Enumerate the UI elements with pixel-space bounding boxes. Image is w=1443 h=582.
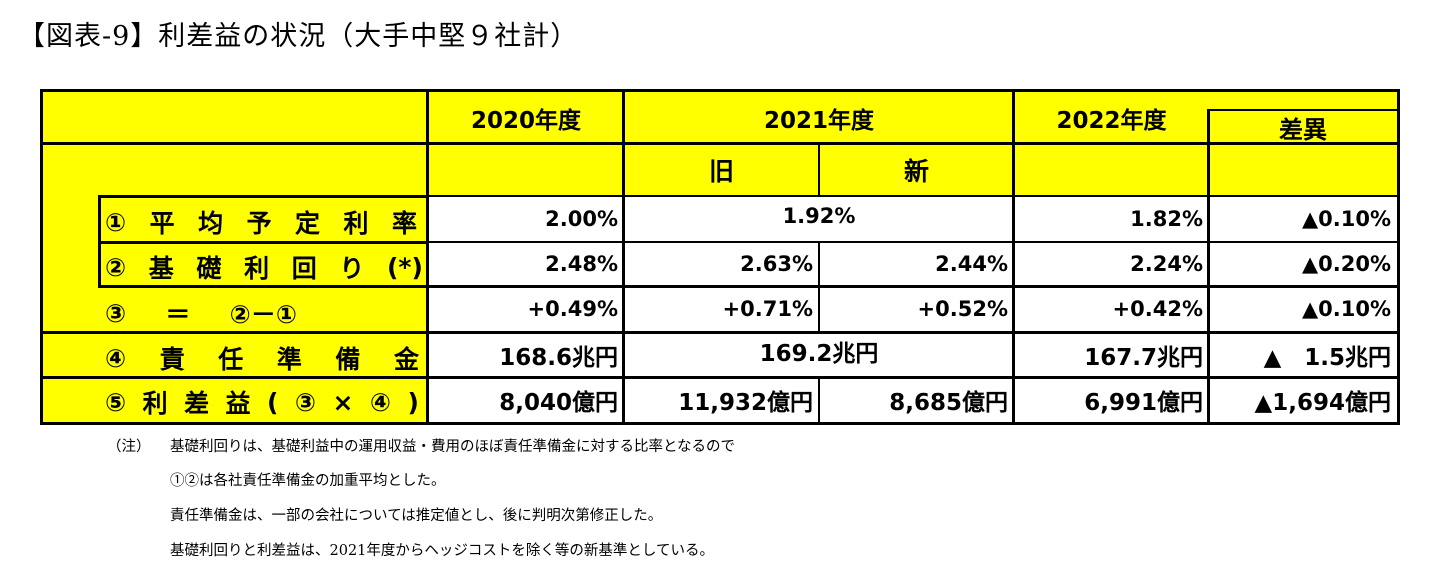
r3-2021-old: +0.71% [722, 297, 813, 321]
r2-diff: ▲0.20% [1301, 252, 1391, 276]
r2-2021-old: 2.63% [740, 252, 813, 276]
r5-2022: 6,991億円 [1084, 389, 1203, 416]
r4-2022: 167.7兆円 [1084, 344, 1203, 371]
r2-2022: 2.24% [1130, 252, 1203, 276]
grid-v-label [426, 92, 429, 422]
grid-v-2021 [1012, 92, 1015, 422]
r5-2020: 8,040億円 [499, 389, 618, 416]
header-diff: 差異 [1279, 115, 1327, 144]
r2-2021-new: 2.44% [935, 252, 1008, 276]
grid-v-2021-mid-2 [818, 377, 820, 422]
grid-v-label-inner [98, 195, 101, 287]
grid-h-diff [1209, 109, 1397, 111]
r3-diff: ▲0.10% [1301, 297, 1391, 321]
r1-2021: 1.92% [782, 204, 856, 228]
grid-v-2021-mid-hdr [818, 144, 820, 196]
notes-prefix: （注） [107, 439, 151, 455]
notes-line-1: 基礎利回りは、基礎利益中の運用収益・費用のほぼ責任準備金に対する比率となるので [170, 439, 736, 455]
page-title: 【図表-9】利差益の状況（大手中堅９社計） [18, 21, 579, 52]
grid-v-2022 [1207, 109, 1210, 422]
row-label-5: ⑤ 利差益(③ × ④) [105, 387, 419, 419]
grid-h-3 [428, 241, 1397, 243]
grid-h-1 [43, 142, 1397, 145]
grid-v-2020 [622, 92, 625, 422]
notes-line-2: ①②は各社責任準備金の加重平均とした。 [170, 473, 446, 489]
label-column [43, 196, 428, 422]
header-2021-new: 新 [903, 157, 929, 186]
row-label-3: ③ ＝ ②－① [105, 298, 297, 330]
r5-2021-new: 8,685億円 [889, 389, 1008, 416]
r1-2020: 2.00% [545, 207, 618, 231]
r3-2020: +0.49% [527, 297, 618, 321]
grid-h-6 [43, 376, 1397, 379]
header-2021: 2021年度 [763, 108, 874, 134]
r2-2020: 2.48% [545, 252, 618, 276]
r3-2021-new: +0.52% [917, 297, 1008, 321]
grid-h-2-label [98, 195, 428, 198]
r4-2020: 168.6兆円 [499, 344, 618, 371]
header-2022: 2022年度 [1056, 108, 1167, 134]
grid-h-5 [43, 331, 1397, 334]
notes-line-4: 基礎利回りと利差益は、2021年度からヘッジコストを除く等の新基準としている。 [170, 543, 714, 559]
grid-v-2021-mid-1 [818, 242, 820, 332]
r4-diff: ▲ 1.5兆円 [1263, 344, 1391, 371]
r5-diff: ▲1,694億円 [1254, 389, 1391, 416]
data-area [428, 196, 1397, 422]
header-2020: 2020年度 [470, 108, 581, 134]
r5-2021-old: 11,932億円 [678, 389, 813, 416]
notes-line-3: 責任準備金は、一部の会社については推定値とし、後に判明次第修正した。 [170, 508, 663, 524]
grid-h-2 [428, 195, 1397, 197]
row-label-2: ② 基礎利回り (*) [105, 252, 423, 284]
r3-2022: +0.42% [1112, 297, 1203, 321]
r1-diff: ▲0.10% [1301, 207, 1391, 231]
header-2021-old: 旧 [708, 157, 734, 186]
grid-h-4 [98, 285, 1397, 288]
r4-2021: 169.2兆円 [759, 341, 879, 367]
grid-h-3-label [98, 241, 428, 244]
r1-2022: 1.82% [1130, 207, 1203, 231]
